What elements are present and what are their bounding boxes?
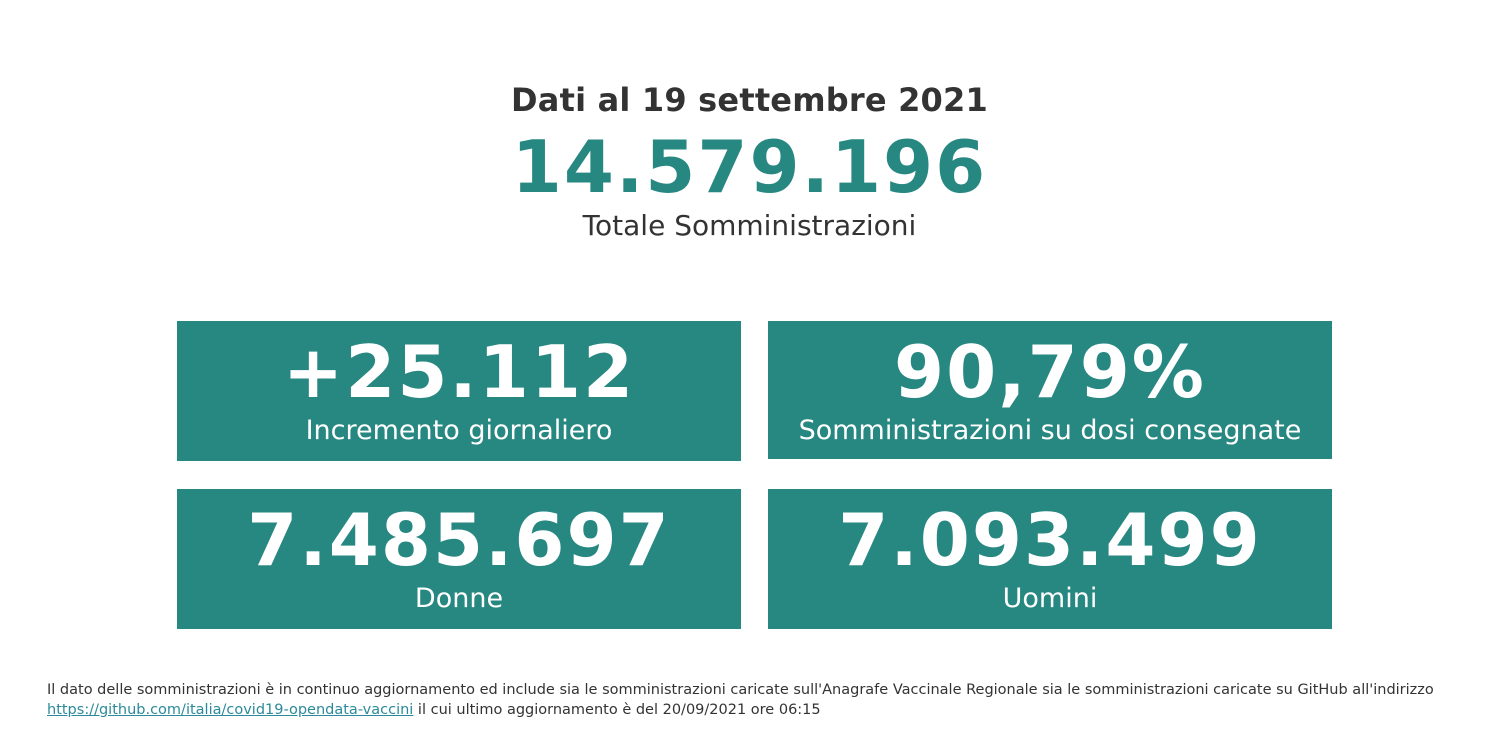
men-value: 7.093.499 bbox=[838, 498, 1262, 582]
total-administrations-value: 14.579.196 bbox=[511, 125, 988, 209]
delivered-doses-ratio-card: 90,79% Somministrazioni su dosi consegna… bbox=[768, 321, 1332, 459]
github-repo-link[interactable]: https://github.com/italia/covid19-openda… bbox=[47, 702, 414, 718]
footnote-text: Il dato delle somministrazioni è in cont… bbox=[47, 682, 1434, 698]
date-heading: Dati al 19 settembre 2021 bbox=[511, 81, 988, 119]
delivered-doses-ratio-label: Somministrazioni su dosi consegnate bbox=[798, 415, 1302, 446]
men-card: 7.093.499 Uomini bbox=[768, 489, 1332, 629]
footnote: Il dato delle somministrazioni è in cont… bbox=[47, 680, 1487, 720]
daily-increment-label: Incremento giornaliero bbox=[305, 415, 613, 446]
footnote-update-text: il cui ultimo aggiornamento è del 20/09/… bbox=[413, 702, 821, 718]
daily-increment-value: +25.112 bbox=[282, 330, 636, 414]
summary-header: Dati al 19 settembre 2021 14.579.196 Tot… bbox=[0, 78, 1499, 244]
daily-increment-card: +25.112 Incremento giornaliero bbox=[177, 321, 741, 461]
women-value: 7.485.697 bbox=[247, 498, 671, 582]
total-administrations-label: Totale Somministrazioni bbox=[582, 209, 917, 242]
women-label: Donne bbox=[414, 583, 504, 614]
delivered-doses-ratio-value: 90,79% bbox=[894, 330, 1206, 414]
men-label: Uomini bbox=[1002, 583, 1098, 614]
women-card: 7.485.697 Donne bbox=[177, 489, 741, 629]
